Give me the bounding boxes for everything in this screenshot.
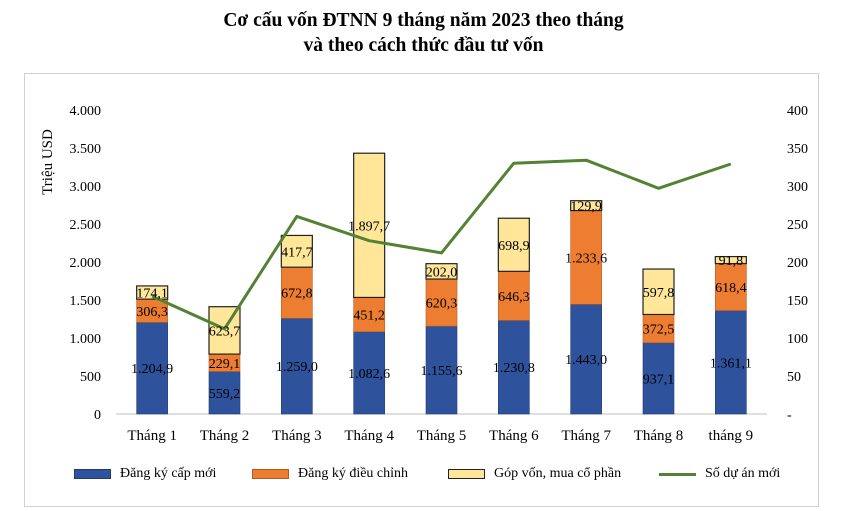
data-label-dang-ky-cap-moi: 559,2 <box>209 387 241 402</box>
legend-swatch-so-du-an-moi <box>659 472 696 476</box>
bar-dang-ky-dieu-chinh <box>570 210 602 305</box>
x-tick-label: Tháng 5 <box>417 428 467 444</box>
data-label-dang-ky-dieu-chinh: 1.233,6 <box>565 251 607 266</box>
legend-swatch-dang-ky-cap-moi <box>74 469 111 479</box>
legend-label-gop-von: Góp vốn, mua cổ phần <box>494 466 622 481</box>
y-tick-label: 2.500 <box>70 218 102 233</box>
data-label-dang-ky-cap-moi: 1.155,6 <box>421 364 463 379</box>
bar-dang-ky-dieu-chinh <box>353 297 385 333</box>
y2-tick-label: - <box>787 408 792 423</box>
bar-dang-ky-dieu-chinh <box>281 266 313 319</box>
legend-swatch-dang-ky-dieu-chinh <box>252 469 289 479</box>
legend-swatch-gop-von <box>448 469 485 479</box>
y-tick-label: 500 <box>80 370 101 385</box>
x-tick-label: Tháng 1 <box>127 428 177 444</box>
bar-dang-ky-cap-moi <box>498 320 530 415</box>
legend-item-dang-ky-cap-moi: Đăng ký cấp mới <box>74 466 216 482</box>
y2-tick-label: 250 <box>787 218 808 233</box>
x-tick-label: Tháng 8 <box>634 428 684 444</box>
data-label-gop-von: 1.897,7 <box>348 219 390 234</box>
data-label-dang-ky-cap-moi: 1.204,9 <box>131 362 173 377</box>
chart-legend: Đăng ký cấp mới Đăng ký điều chỉnh Góp v… <box>74 466 804 488</box>
bar-dang-ky-cap-moi <box>281 318 313 415</box>
line-so-du-an-moi <box>151 158 732 331</box>
y-tick-label: 3.000 <box>70 180 102 195</box>
data-label-gop-von: 174,1 <box>136 287 168 302</box>
bar-dang-ky-cap-moi <box>208 371 241 415</box>
x-tick-label: Tháng 2 <box>200 428 250 444</box>
y-tick-label: 3.500 <box>70 142 102 157</box>
bar-dang-ky-dieu-chinh <box>498 271 530 321</box>
bar-gop-von <box>497 217 530 272</box>
bar-gop-von <box>280 234 313 268</box>
y2-tick-label: 200 <box>787 256 808 271</box>
y-tick-label: 0 <box>94 408 101 423</box>
legend-item-so-du-an-moi: Số dự án mới <box>659 466 780 482</box>
data-label-gop-von: 623,7 <box>209 324 241 339</box>
data-label-dang-ky-dieu-chinh: 646,3 <box>498 290 530 305</box>
x-tick-label: Tháng 6 <box>489 428 539 444</box>
x-tick-label: tháng 9 <box>709 428 754 444</box>
data-label-gop-von: 698,9 <box>498 239 530 254</box>
bar-gop-von <box>570 200 603 212</box>
y2-tick-label: 350 <box>787 142 808 157</box>
legend-label-dang-ky-cap-moi: Đăng ký cấp mới <box>120 466 217 481</box>
y2-tick-label: 400 <box>787 104 808 119</box>
chart-title-line-2: và theo cách thức đầu tư vốn <box>303 35 544 56</box>
chart-title: Cơ cấu vốn ĐTNN 9 tháng năm 2023 theo th… <box>0 8 847 58</box>
chart-title-line-1: Cơ cấu vốn ĐTNN 9 tháng năm 2023 theo th… <box>223 10 624 31</box>
data-label-dang-ky-dieu-chinh: 451,2 <box>353 309 385 324</box>
data-label-dang-ky-cap-moi: 1.259,0 <box>276 360 318 375</box>
data-label-gop-von: 597,8 <box>643 286 675 301</box>
data-label-dang-ky-dieu-chinh: 372,5 <box>643 323 675 338</box>
data-label-dang-ky-dieu-chinh: 618,4 <box>715 281 747 296</box>
bar-gop-von <box>425 263 458 280</box>
bar-dang-ky-cap-moi <box>570 304 602 415</box>
y-tick-label: 1.000 <box>70 332 102 347</box>
data-label-dang-ky-cap-moi: 937,1 <box>643 372 675 387</box>
data-label-dang-ky-dieu-chinh: 229,1 <box>209 357 241 372</box>
data-label-gop-von: 91,8 <box>719 254 744 269</box>
bar-gop-von <box>136 285 169 300</box>
legend-item-gop-von: Góp vốn, mua cổ phần <box>448 466 621 482</box>
data-label-dang-ky-cap-moi: 1.361,1 <box>710 356 752 371</box>
bar-dang-ky-cap-moi <box>353 331 385 415</box>
data-label-gop-von: 202,0 <box>426 265 458 280</box>
x-tick-label: Tháng 3 <box>272 428 322 444</box>
data-label-dang-ky-cap-moi: 1.443,0 <box>565 353 607 368</box>
bar-dang-ky-cap-moi <box>715 310 747 415</box>
y-tick-label: 4.000 <box>70 104 102 119</box>
y-tick-label: 1.500 <box>70 294 102 309</box>
y-axis-label: Triệu USD <box>40 129 56 195</box>
bar-gop-von <box>642 268 675 316</box>
bar-dang-ky-dieu-chinh <box>425 278 458 327</box>
bar-dang-ky-cap-moi <box>136 322 168 415</box>
x-tick-label: Tháng 4 <box>344 428 394 444</box>
data-label-dang-ky-dieu-chinh: 620,3 <box>426 297 458 312</box>
legend-label-so-du-an-moi: Số dự án mới <box>705 466 781 481</box>
y2-tick-label: 300 <box>787 180 808 195</box>
bar-dang-ky-cap-moi <box>425 325 458 415</box>
bar-gop-von <box>714 255 747 265</box>
bar-gop-von <box>353 152 386 299</box>
data-label-gop-von: 417,7 <box>281 245 313 260</box>
y2-tick-label: 150 <box>787 294 808 309</box>
x-tick-label: Tháng 7 <box>561 428 611 444</box>
legend-label-dang-ky-dieu-chinh: Đăng ký điều chỉnh <box>298 466 409 481</box>
bar-dang-ky-dieu-chinh <box>642 314 675 344</box>
y-tick-label: 2.000 <box>70 256 102 271</box>
bar-dang-ky-cap-moi <box>642 342 675 415</box>
data-label-dang-ky-dieu-chinh: 306,3 <box>136 305 168 320</box>
bar-dang-ky-dieu-chinh <box>715 263 747 311</box>
data-label-dang-ky-dieu-chinh: 672,8 <box>281 287 313 302</box>
data-label-dang-ky-cap-moi: 1.082,6 <box>348 367 390 382</box>
y2-tick-label: 50 <box>787 370 801 385</box>
legend-item-dang-ky-dieu-chinh: Đăng ký điều chỉnh <box>252 466 408 482</box>
chart-frame <box>24 73 819 507</box>
data-label-dang-ky-cap-moi: 1.230,8 <box>493 361 535 376</box>
data-label-gop-von: 129,9 <box>570 200 602 215</box>
y2-tick-label: 100 <box>787 332 808 347</box>
